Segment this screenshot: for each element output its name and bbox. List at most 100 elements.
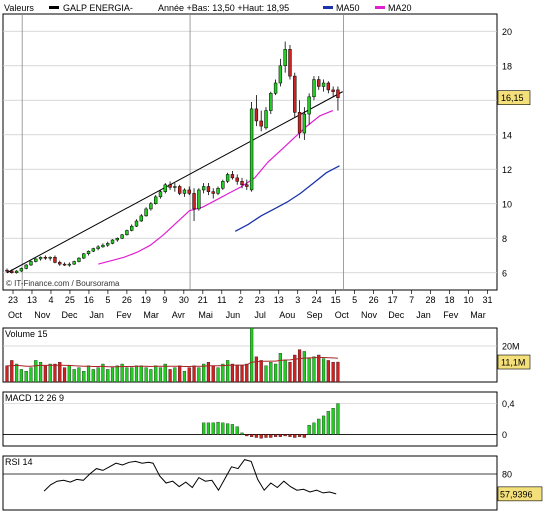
candle-body — [297, 112, 302, 134]
macd-plot-frame — [2, 391, 498, 447]
x-day-label: 19 — [141, 295, 151, 305]
candle-body — [86, 250, 91, 255]
candle-body — [197, 189, 201, 210]
volume-bar — [173, 367, 177, 383]
volume-bar — [197, 367, 201, 383]
x-day-label: 28 — [426, 295, 436, 305]
candle-body — [134, 220, 139, 227]
macd-bar — [288, 434, 292, 437]
macd-tick-label: 0,4 — [502, 399, 515, 409]
candle-body — [192, 193, 196, 210]
year-stats: Année +Bas: 13,50 +Haut: 18,95 — [158, 3, 289, 13]
volume-bar — [154, 365, 158, 383]
volume-bar — [269, 362, 273, 383]
candle-body — [201, 186, 206, 191]
volume-bar — [125, 367, 129, 383]
macd-bar — [293, 434, 297, 438]
volume-bar — [302, 351, 306, 383]
volume-bar — [211, 365, 215, 383]
candle-body — [235, 177, 239, 182]
volume-bar — [216, 367, 220, 383]
candle-body — [288, 49, 292, 77]
macd-bar — [206, 422, 211, 435]
x-day-label: 31 — [483, 295, 493, 305]
candle-body — [77, 257, 81, 262]
volume-bar — [192, 365, 196, 383]
candle-body — [58, 262, 62, 265]
macd-bar — [321, 415, 326, 435]
valeurs-label: Valeurs — [4, 3, 34, 13]
volume-bar — [178, 365, 182, 383]
price-tick-label: 12 — [502, 165, 512, 175]
x-day-label: 9 — [162, 295, 167, 305]
candle-body — [264, 110, 268, 129]
x-day-label: 23 — [255, 295, 265, 305]
candle-body — [14, 270, 19, 273]
ma20-line — [98, 110, 334, 265]
candle-body — [48, 256, 52, 259]
candle-body — [254, 108, 259, 122]
macd-bar — [297, 434, 302, 437]
candle-body — [230, 174, 235, 179]
x-day-label: 30 — [179, 295, 189, 305]
macd-bar — [326, 411, 330, 435]
legend: Valeurs GALP ENERGIA- Année +Bas: 13,50 … — [4, 3, 412, 13]
macd-bar — [317, 418, 321, 435]
candle-body — [331, 89, 335, 92]
candle-body — [34, 258, 38, 262]
volume-bar — [273, 363, 278, 383]
candle-body — [249, 108, 254, 191]
volume-bar — [230, 363, 235, 383]
macd-bar — [269, 434, 273, 438]
x-day-label: 15 — [331, 295, 341, 305]
price-tick-label: 20 — [502, 27, 512, 37]
macd-bar — [211, 422, 215, 435]
ma50-line — [234, 165, 340, 232]
volume-bar — [10, 360, 14, 383]
x-month-label: Jun — [226, 310, 241, 320]
volume-bar — [187, 367, 191, 383]
x-month-label: Jul — [254, 310, 266, 320]
candle-body — [216, 187, 220, 194]
x-day-label: 13 — [274, 295, 284, 305]
macd-bar — [245, 434, 249, 437]
x-month-label: Nov — [34, 310, 51, 320]
macd-bar — [312, 422, 316, 435]
volume-bar — [293, 354, 297, 383]
volume-bar — [245, 363, 249, 383]
candle-body — [82, 253, 86, 259]
x-month-label: Fev — [116, 310, 132, 320]
volume-bar — [19, 369, 23, 383]
candle-body — [96, 246, 100, 249]
volume-bar — [321, 358, 326, 383]
volume-bar — [326, 360, 330, 383]
x-day-label: 13 — [27, 295, 37, 305]
volume-badge-text: 11,1M — [501, 358, 525, 368]
macd-bar — [221, 422, 225, 435]
candle-body — [72, 261, 76, 265]
volume-bar — [91, 369, 95, 383]
x-day-label: 4 — [48, 295, 53, 305]
candle-body — [144, 208, 148, 217]
volume-bar — [34, 360, 38, 383]
candle-body — [182, 189, 187, 194]
x-month-label: Avr — [172, 310, 185, 320]
candle-body — [177, 186, 182, 194]
x-day-label: 25 — [65, 295, 75, 305]
volume-bar — [317, 354, 321, 383]
x-month-label: Dec — [388, 310, 405, 320]
x-month-label: Mai — [198, 310, 213, 320]
candle-body — [158, 191, 163, 198]
volume-bar — [82, 371, 86, 383]
candle-body — [259, 120, 263, 127]
macd-bar — [226, 423, 230, 435]
volume-bar — [158, 367, 163, 383]
volume-bar — [43, 365, 47, 383]
rsi-title: RSI 14 — [5, 457, 33, 467]
candle-body — [110, 239, 115, 244]
volume-bar — [307, 358, 311, 383]
trendline — [6, 91, 343, 274]
rsi-tick-label: 80 — [502, 470, 512, 480]
candle-body — [206, 186, 211, 192]
